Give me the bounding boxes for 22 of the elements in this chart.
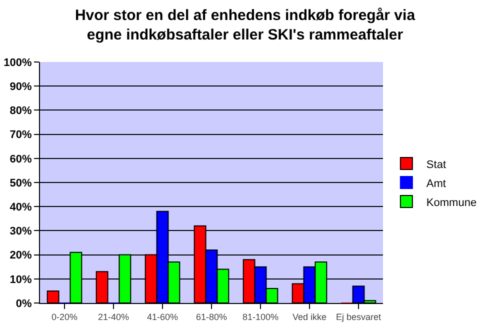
- y-tick-label: 50%: [10, 177, 32, 190]
- x-tick-label: 0-20%: [51, 312, 78, 322]
- x-tick-label: 21-40%: [98, 312, 130, 322]
- x-tick-label: Ej besvaret: [336, 312, 382, 322]
- y-tick-label: 20%: [10, 250, 32, 262]
- y-tick-label: 60%: [10, 153, 32, 166]
- y-tick-label: 100%: [4, 56, 32, 69]
- legend-label: Kommune: [426, 196, 477, 209]
- y-tick-label: 90%: [10, 80, 32, 93]
- chart-title: Hvor stor en del af enhedens indkøb foregår via egne indkøbsaftaler eller SKI's rammeaftaler: [74, 6, 416, 44]
- x-tick-label: 61-80%: [196, 312, 228, 322]
- y-tick-label: 30%: [10, 226, 32, 238]
- y-tick-label: 80%: [10, 105, 32, 118]
- y-tick-label: 0%: [16, 298, 32, 310]
- x-tick-label: 41-60%: [146, 312, 178, 322]
- y-tick-label: 40%: [10, 201, 32, 214]
- x-tick-label: 81-100%: [242, 312, 279, 322]
- legend-label: Amt: [426, 178, 446, 190]
- legend-label: Stat: [426, 158, 446, 171]
- y-tick-label: 70%: [10, 129, 32, 142]
- x-tick-label: Ved ikke: [292, 312, 327, 322]
- y-tick-label: 10%: [10, 274, 32, 286]
